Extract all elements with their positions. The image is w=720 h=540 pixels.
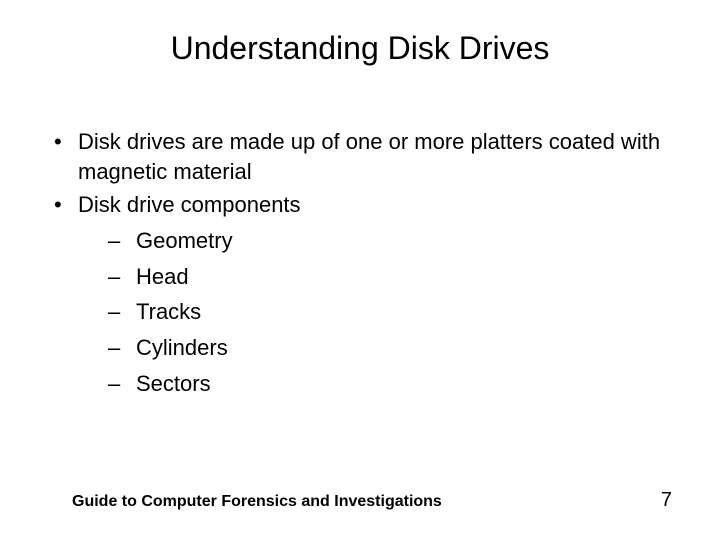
- list-item-text: Cylinders: [136, 335, 228, 360]
- list-item-text: Disk drives are made up of one or more p…: [78, 129, 660, 184]
- list-item: Tracks: [78, 297, 680, 327]
- bullet-list: Disk drives are made up of one or more p…: [40, 127, 680, 399]
- list-item: Sectors: [78, 369, 680, 399]
- slide: Understanding Disk Drives Disk drives ar…: [0, 0, 720, 540]
- sub-bullet-list: Geometry Head Tracks Cylinders Sectors: [78, 226, 680, 398]
- page-number: 7: [661, 489, 672, 512]
- list-item: Geometry: [78, 226, 680, 256]
- footer-text: Guide to Computer Forensics and Investig…: [72, 493, 442, 511]
- list-item: Head: [78, 262, 680, 292]
- slide-body: Disk drives are made up of one or more p…: [40, 127, 680, 399]
- list-item-text: Disk drive components: [78, 192, 301, 217]
- slide-title: Understanding Disk Drives: [40, 30, 680, 67]
- list-item-text: Geometry: [136, 228, 233, 253]
- list-item-text: Sectors: [136, 371, 211, 396]
- list-item: Disk drives are made up of one or more p…: [40, 127, 680, 186]
- list-item-text: Tracks: [136, 299, 201, 324]
- list-item: Disk drive components Geometry Head Trac…: [40, 190, 680, 398]
- list-item: Cylinders: [78, 333, 680, 363]
- list-item-text: Head: [136, 264, 189, 289]
- slide-footer: Guide to Computer Forensics and Investig…: [0, 489, 720, 512]
